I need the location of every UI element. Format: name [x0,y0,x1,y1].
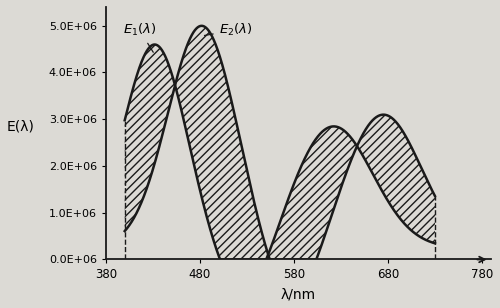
X-axis label: λ/nm: λ/nm [281,287,316,301]
Text: $E_2(\lambda)$: $E_2(\lambda)$ [204,22,252,38]
Y-axis label: E(λ): E(λ) [7,119,35,133]
Text: $E_1(\lambda)$: $E_1(\lambda)$ [122,22,156,52]
